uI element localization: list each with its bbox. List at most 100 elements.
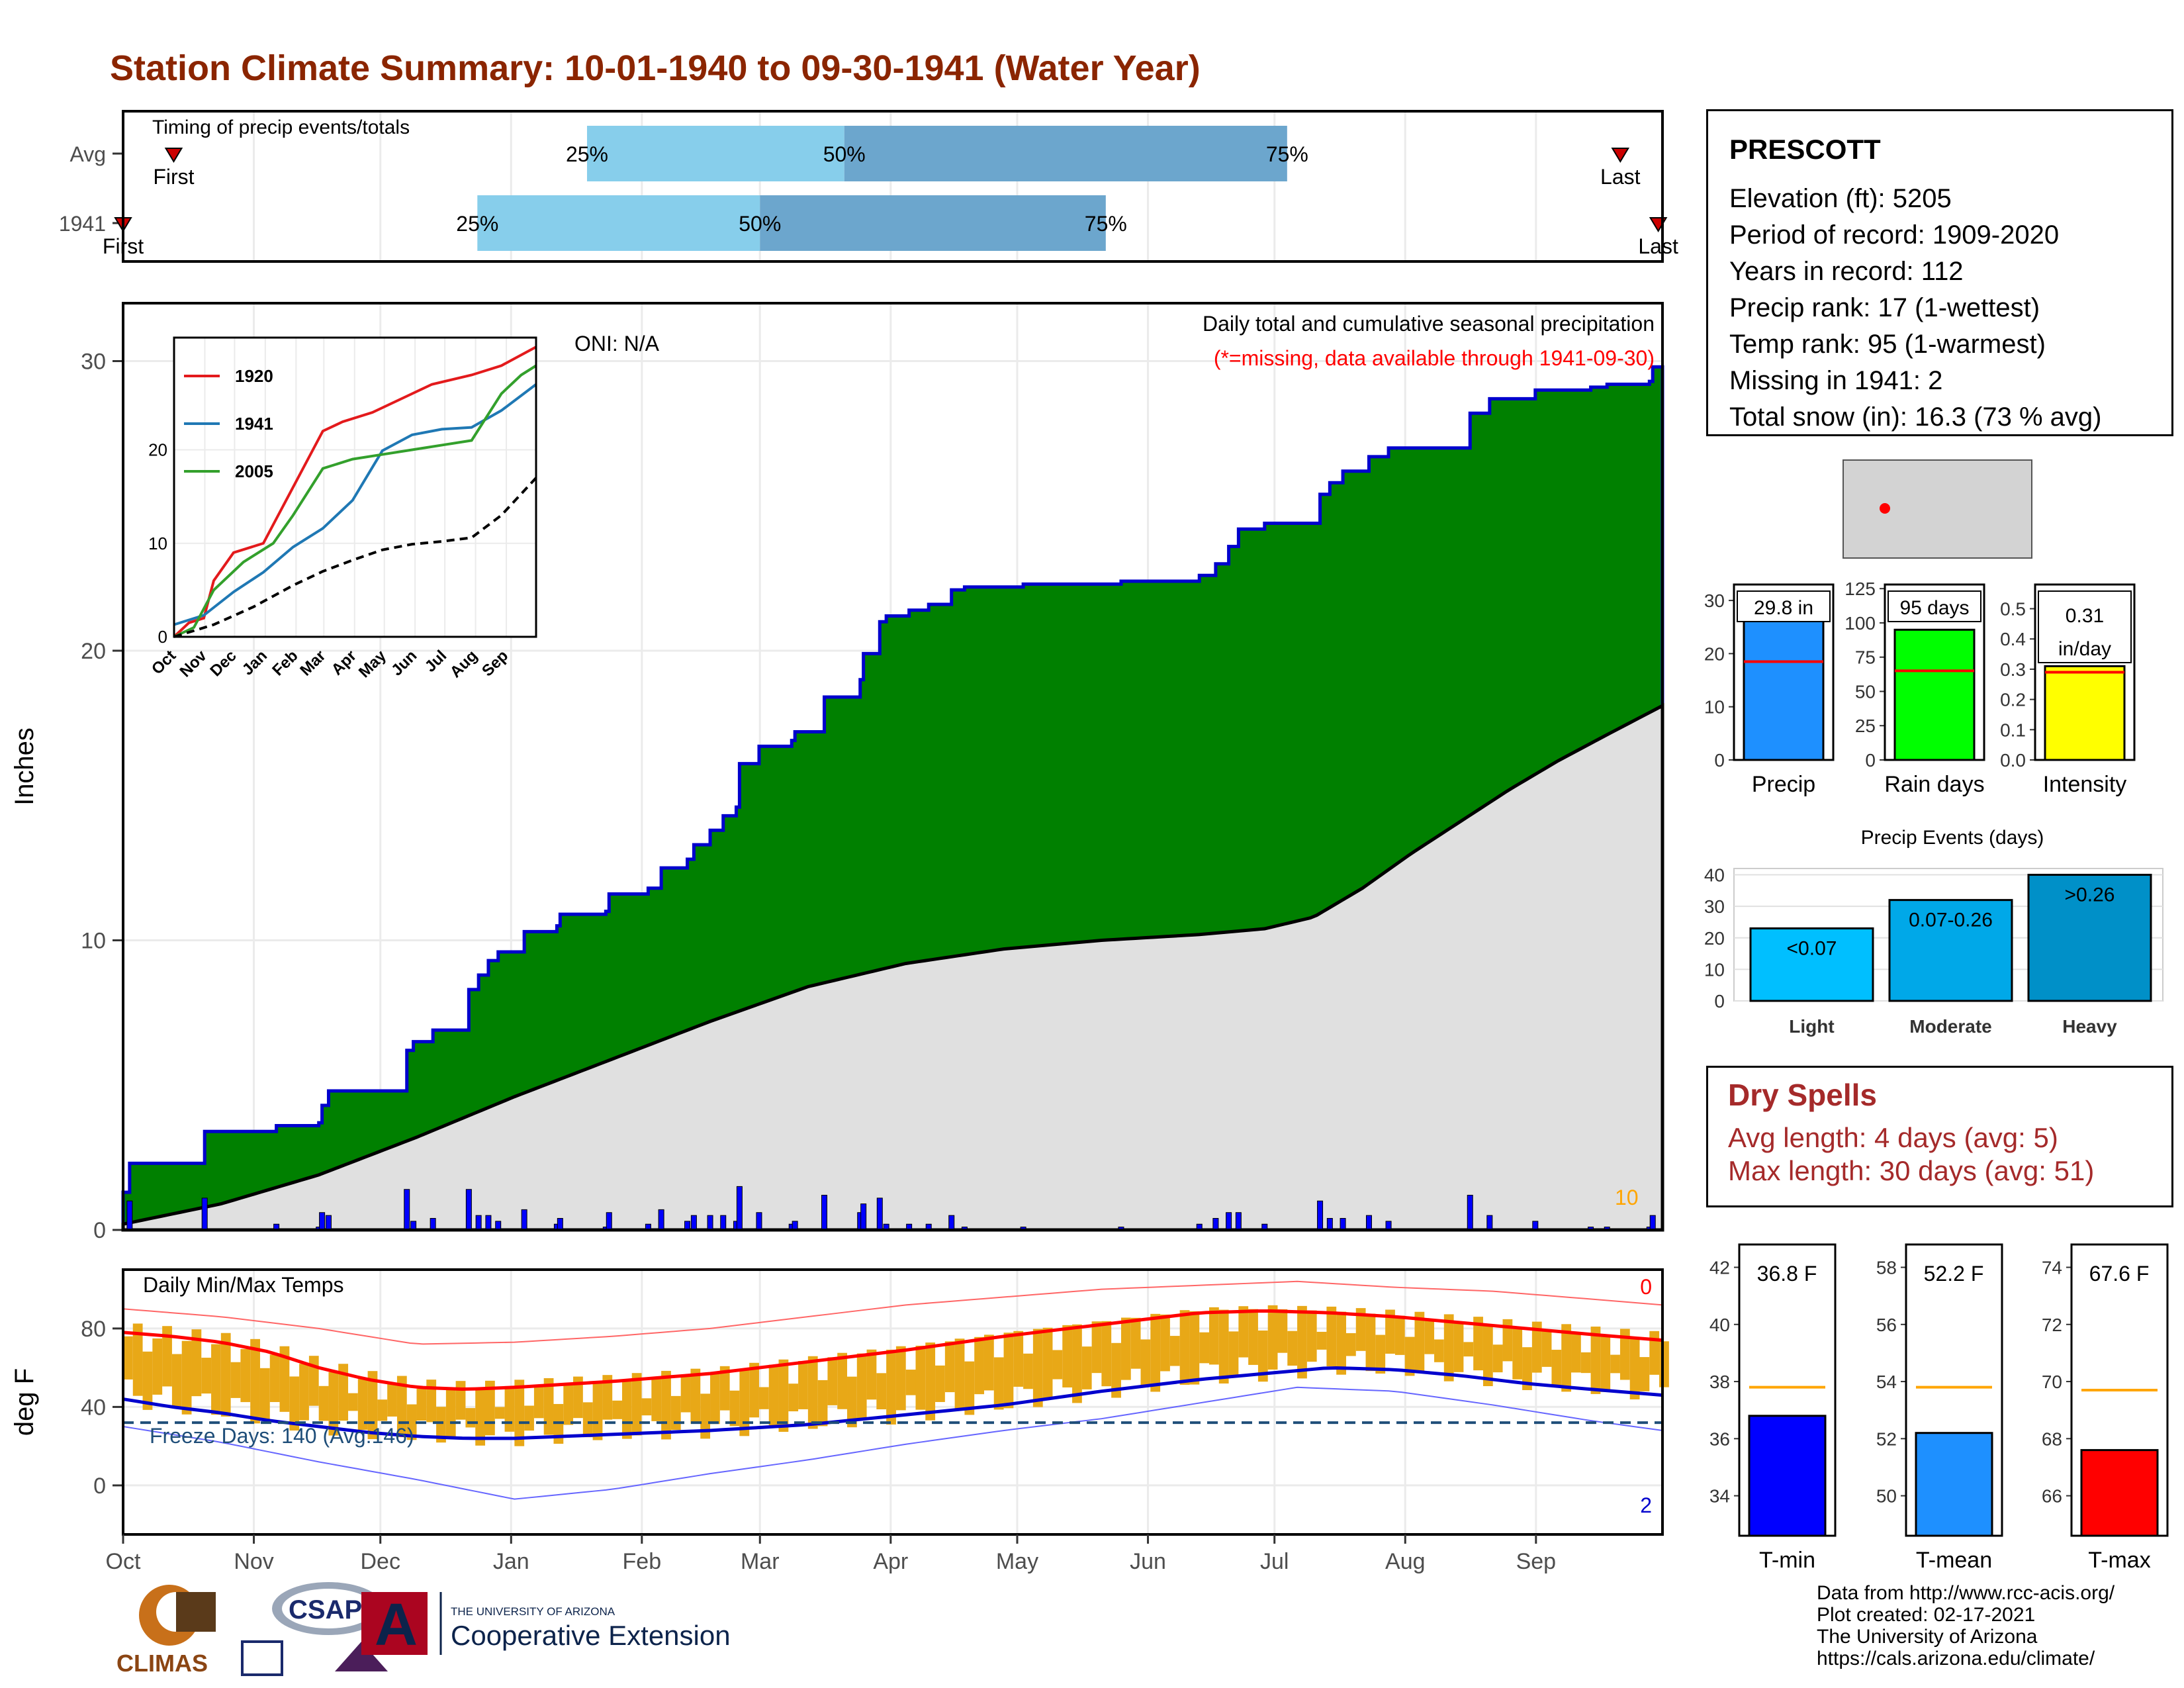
daily-temp-bar — [426, 1380, 437, 1423]
daily-precip-bar — [1326, 1218, 1333, 1231]
events-y-tick: 30 — [1704, 896, 1725, 917]
daily-temp-bar — [1120, 1317, 1131, 1380]
daily-temp-bar — [318, 1385, 329, 1421]
daily-temp-bar — [1580, 1352, 1591, 1374]
y-tick-label: 40 — [81, 1395, 106, 1420]
daily-precip-bar — [465, 1189, 472, 1231]
daily-precip-bar — [319, 1212, 326, 1231]
x-tick-label: Nov — [234, 1549, 273, 1574]
daily-temp-bar — [798, 1361, 808, 1409]
daily-temp-bar — [1414, 1311, 1425, 1373]
x-tick-label: Jun — [1130, 1549, 1166, 1574]
daily-temp-bar — [348, 1393, 358, 1411]
daily-temp-bar — [1326, 1306, 1337, 1367]
x-tick-label: Aug — [1385, 1549, 1426, 1574]
last-marker-icon — [1611, 148, 1630, 163]
daily-temp-bar — [1492, 1344, 1503, 1373]
daily-temp-bar — [915, 1345, 926, 1410]
tmean-label: T-mean — [1916, 1548, 1992, 1573]
daily-temp-bar — [406, 1404, 417, 1440]
daily-temp-bar — [259, 1368, 270, 1420]
tmax-bar — [2080, 1449, 2159, 1537]
credit-line: Data from http://www.rcc-acis.org/ — [1817, 1582, 2115, 1604]
daily-temp-bar — [230, 1362, 241, 1398]
freeze-days-annotation: Freeze Days: 140 (Avg:146) — [150, 1424, 414, 1448]
daily-precip-bar — [201, 1197, 208, 1231]
daily-precip-bar — [475, 1215, 482, 1231]
tmin-bar — [1748, 1415, 1827, 1537]
daily-temp-bar — [1140, 1339, 1151, 1386]
timing-title: Timing of precip events/totals — [152, 117, 410, 138]
daily-temp-bar — [1267, 1305, 1278, 1370]
station-line: Precip rank: 17 (1-wettest) — [1729, 293, 2040, 322]
bar-y-tick: 68 — [2042, 1429, 2062, 1449]
daily-temp-bar — [1394, 1315, 1405, 1355]
y-tick-label: 10 — [81, 929, 106, 954]
timing-bar-q1 — [477, 195, 760, 251]
bar-y-tick: 58 — [1876, 1258, 1897, 1278]
daily-temp-bar — [788, 1383, 799, 1412]
daily-temp-bar — [1355, 1308, 1366, 1351]
daily-temp-bar — [1404, 1336, 1415, 1376]
daily-temp-bar — [543, 1378, 554, 1435]
daily-precip-bar — [1486, 1215, 1493, 1231]
daily-temp-bar — [1385, 1309, 1395, 1354]
daily-temp-bar — [563, 1384, 574, 1425]
bar-y-tick: 0.1 — [2000, 720, 2026, 740]
daily-temp-bar — [729, 1390, 740, 1427]
daily-temp-bar — [494, 1407, 505, 1419]
daily-temp-bar — [1228, 1331, 1239, 1378]
daily-temp-bar — [768, 1364, 779, 1428]
daily-precip-bar — [756, 1212, 762, 1231]
daily-temp-bar — [680, 1375, 691, 1413]
daily-precip-bar — [860, 1203, 867, 1231]
daily-temp-bar — [1199, 1332, 1210, 1364]
temp-frame — [122, 1268, 1664, 1536]
daily-temp-bar — [1336, 1311, 1346, 1375]
events-category-label: Light — [1789, 1016, 1834, 1037]
daily-temp-bar — [602, 1375, 613, 1420]
events-y-tick: 20 — [1704, 928, 1725, 949]
dry-spells-box: Dry Spells Avg length: 4 days (avg: 5) M… — [1706, 1066, 2173, 1207]
daily-temp-bar — [1629, 1338, 1640, 1400]
station-location-marker — [1880, 503, 1890, 514]
daily-temp-bar — [211, 1344, 221, 1415]
precip-panel: 0 10 20 30 Daily total and cumulative season… — [10, 302, 1664, 1243]
station-line: Elevation (ft): 5205 — [1729, 184, 1952, 213]
timing-row-label: Avg — [69, 142, 106, 166]
daily-temp-bar — [651, 1378, 662, 1421]
x-tick-label: Jul — [1260, 1549, 1289, 1574]
bar-y-tick: 30 — [1704, 590, 1725, 611]
bar-y-tick: 66 — [2042, 1486, 2062, 1507]
daily-precip-bar — [126, 1200, 133, 1231]
daily-temp-bar — [1081, 1346, 1092, 1389]
daily-temp-bar — [1512, 1327, 1523, 1380]
dry-spells-avg: Avg length: 4 days (avg: 5) — [1728, 1122, 2058, 1153]
daily-temp-bar — [1160, 1314, 1170, 1372]
daily-temp-bar — [1639, 1357, 1650, 1391]
bar-y-tick: 0.3 — [2000, 659, 2026, 680]
daily-temp-bar — [514, 1380, 525, 1446]
bar-y-tick: 36 — [1709, 1429, 1730, 1449]
daily-temp-bar — [1179, 1310, 1190, 1385]
bar-y-tick: 50 — [1855, 681, 1876, 702]
station-line: Missing in 1941: 2 — [1729, 366, 1943, 395]
daily-precip-bar — [658, 1209, 664, 1231]
bar-y-tick: 25 — [1855, 716, 1876, 736]
daily-temp-bar — [1306, 1310, 1317, 1362]
daily-temp-bar — [1434, 1339, 1444, 1362]
daily-temp-bar — [152, 1338, 163, 1395]
daily-temp-bar — [524, 1405, 534, 1431]
daily-temp-bar — [612, 1400, 622, 1419]
value-box — [2038, 590, 2132, 663]
bar-y-tick: 100 — [1844, 613, 1876, 633]
daily-precip-bar — [485, 1215, 492, 1231]
tmean-bar — [1915, 1432, 1993, 1537]
daily-precip-bar — [557, 1218, 563, 1231]
daily-temp-bar — [1365, 1313, 1376, 1372]
inset-frame — [173, 336, 537, 638]
x-tick-label: Oct — [106, 1549, 141, 1574]
daily-precip-bar — [821, 1195, 828, 1231]
daily-temp-bar — [162, 1326, 172, 1387]
